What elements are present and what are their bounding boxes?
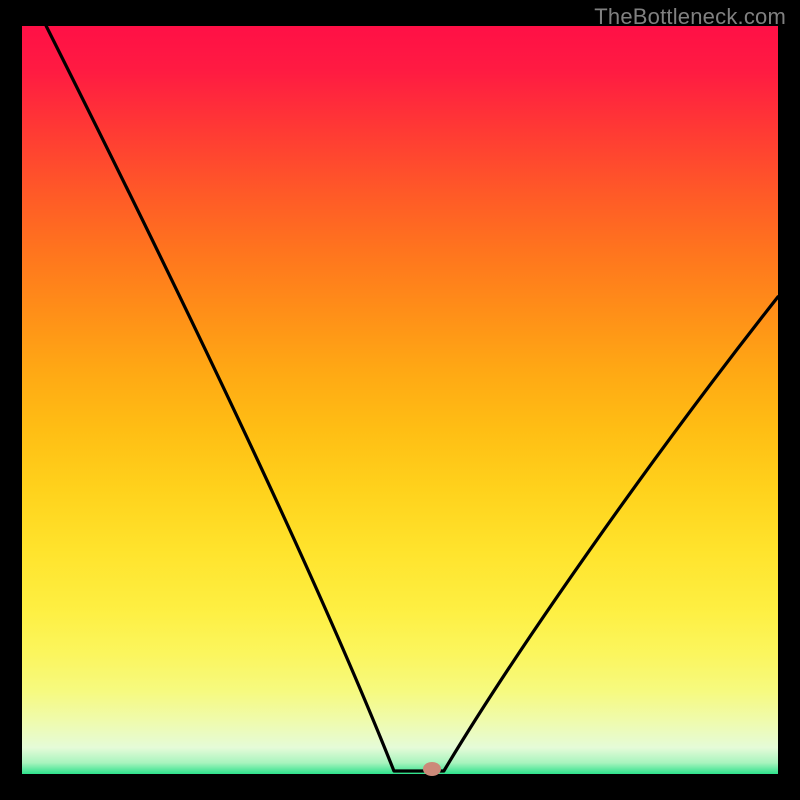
plot-area — [22, 26, 778, 774]
chart-frame: TheBottleneck.com — [0, 0, 800, 800]
bottleneck-curve-svg — [22, 26, 778, 774]
bottleneck-curve — [46, 26, 778, 771]
optimal-point-marker — [423, 762, 441, 776]
watermark-text: TheBottleneck.com — [594, 4, 786, 30]
